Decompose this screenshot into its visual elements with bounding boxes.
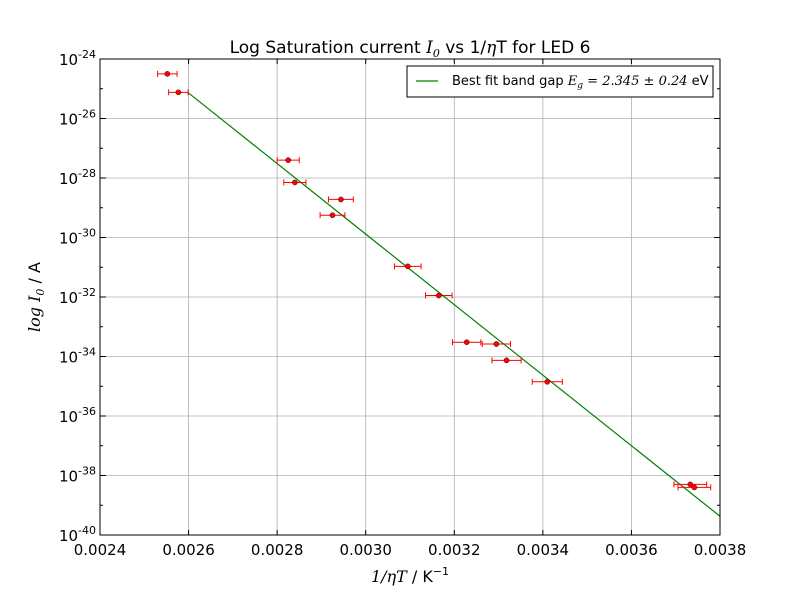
y-tick-label-base: 10 bbox=[59, 468, 78, 486]
x-axis-ticks: 0.0024 0.0026 0.0028 0.0030 0.0032 0.0034 0.00… bbox=[74, 59, 747, 559]
point-marker bbox=[691, 484, 698, 491]
y-tick-label: 10-24 bbox=[59, 48, 96, 69]
legend-box bbox=[406, 65, 714, 98]
x-axis-label-unit-sup: −1 bbox=[433, 565, 449, 578]
x-tick-label: 0.0036 bbox=[605, 541, 658, 559]
y-tick-label-base: 10 bbox=[59, 408, 78, 426]
point-marker bbox=[175, 89, 182, 96]
data-point bbox=[481, 341, 512, 348]
y-tick-label: 10-32 bbox=[59, 286, 96, 307]
point-marker bbox=[164, 71, 171, 77]
legend-label-math-rest: = 2.345 ± 0.24 bbox=[583, 74, 687, 89]
y-axis-label: log I0 / A bbox=[25, 262, 47, 332]
x-tick-label: 0.0034 bbox=[517, 541, 570, 559]
y-tick-label: 10-40 bbox=[59, 524, 96, 545]
y-tick-label-exponent: -36 bbox=[78, 405, 96, 418]
legend-label-suffix: eV bbox=[688, 74, 709, 89]
legend-label-math-sub: g bbox=[577, 81, 583, 91]
y-tick-label-exponent: -40 bbox=[78, 524, 96, 537]
fit-series bbox=[187, 91, 721, 517]
data-point bbox=[425, 292, 453, 299]
data-point bbox=[394, 263, 422, 270]
x-tick-label: 0.0026 bbox=[162, 541, 215, 559]
y-tick-label-base: 10 bbox=[59, 289, 78, 307]
point-marker bbox=[404, 263, 411, 270]
point-marker bbox=[435, 292, 442, 299]
y-tick-label-base: 10 bbox=[59, 111, 78, 129]
x-tick-label: 0.0024 bbox=[74, 541, 127, 559]
y-tick-label: 10-28 bbox=[59, 167, 96, 188]
data-point bbox=[157, 70, 178, 77]
title-mid: vs 1/ bbox=[440, 38, 487, 58]
data-point bbox=[328, 196, 354, 203]
y-tick-label-base: 10 bbox=[59, 170, 78, 188]
x-tick-label: 0.0030 bbox=[339, 541, 392, 559]
x-tick-label: 0.0028 bbox=[251, 541, 304, 559]
title-suffix: T for LED 6 bbox=[495, 38, 590, 58]
chart-title: Log Saturation current I0 vs 1/ηT for LE… bbox=[230, 38, 591, 60]
x-axis-label: 1/ηT / K−1 bbox=[371, 565, 449, 586]
y-tick-label-exponent: -34 bbox=[78, 346, 96, 359]
data-point bbox=[283, 179, 307, 186]
point-marker bbox=[493, 341, 500, 347]
x-axis-label-unit: / K bbox=[407, 567, 434, 586]
y-tick-label-exponent: -38 bbox=[78, 465, 96, 478]
y-tick-label-exponent: -28 bbox=[78, 167, 96, 180]
y-tick-label-exponent: -24 bbox=[78, 48, 96, 61]
point-marker bbox=[503, 357, 510, 364]
legend-label: Best fit band gap Eg = 2.345 ± 0.24 eV bbox=[452, 74, 709, 91]
data-point bbox=[168, 89, 189, 96]
point-marker bbox=[338, 196, 344, 203]
fit-line bbox=[187, 91, 721, 517]
y-axis-label-math-sub: 0 bbox=[34, 289, 47, 296]
data-point bbox=[673, 481, 708, 488]
y-axis-label-math: log I bbox=[25, 295, 44, 332]
title-prefix: Log Saturation current bbox=[230, 38, 427, 58]
point-marker bbox=[285, 157, 292, 163]
data-point bbox=[319, 212, 346, 219]
legend-label-prefix: Best fit band gap bbox=[452, 74, 568, 89]
grid-lines bbox=[100, 59, 720, 535]
title-math: I bbox=[425, 38, 433, 58]
legend: Best fit band gap Eg = 2.345 ± 0.24 eV bbox=[406, 65, 714, 98]
point-marker bbox=[544, 378, 551, 385]
y-tick-label-exponent: -30 bbox=[78, 227, 96, 240]
y-tick-label: 10-34 bbox=[59, 346, 96, 367]
y-axis-ticks: 10-2410-2610-2810-3010-3210-3410-3610-38… bbox=[59, 48, 720, 545]
title-math-sub: 0 bbox=[433, 47, 440, 60]
y-tick-label-base: 10 bbox=[59, 349, 78, 367]
data-point bbox=[452, 339, 482, 346]
legend-label-math: E bbox=[567, 74, 578, 89]
point-marker bbox=[292, 179, 298, 186]
x-tick-label: 0.0032 bbox=[428, 541, 481, 559]
y-tick-label-base: 10 bbox=[59, 51, 78, 69]
y-tick-label-base: 10 bbox=[59, 230, 78, 248]
data-point bbox=[491, 357, 522, 364]
point-marker bbox=[329, 212, 336, 218]
y-tick-label-exponent: -26 bbox=[78, 108, 96, 121]
data-point bbox=[276, 157, 300, 164]
y-tick-label: 10-26 bbox=[59, 108, 96, 129]
x-axis-label-math: 1/ηT bbox=[371, 567, 408, 586]
data-point bbox=[677, 484, 712, 491]
x-tick-label: 0.0038 bbox=[694, 541, 747, 559]
y-tick-label: 10-36 bbox=[59, 405, 96, 426]
y-tick-label: 10-38 bbox=[59, 465, 96, 486]
data-points bbox=[157, 70, 712, 491]
y-tick-label: 10-30 bbox=[59, 227, 96, 248]
y-tick-label-exponent: -32 bbox=[78, 286, 96, 299]
point-marker bbox=[463, 339, 470, 346]
title-math2: η bbox=[486, 38, 497, 58]
y-tick-label-base: 10 bbox=[59, 527, 78, 545]
y-axis-label-unit: / A bbox=[25, 262, 44, 289]
data-point bbox=[531, 378, 563, 385]
